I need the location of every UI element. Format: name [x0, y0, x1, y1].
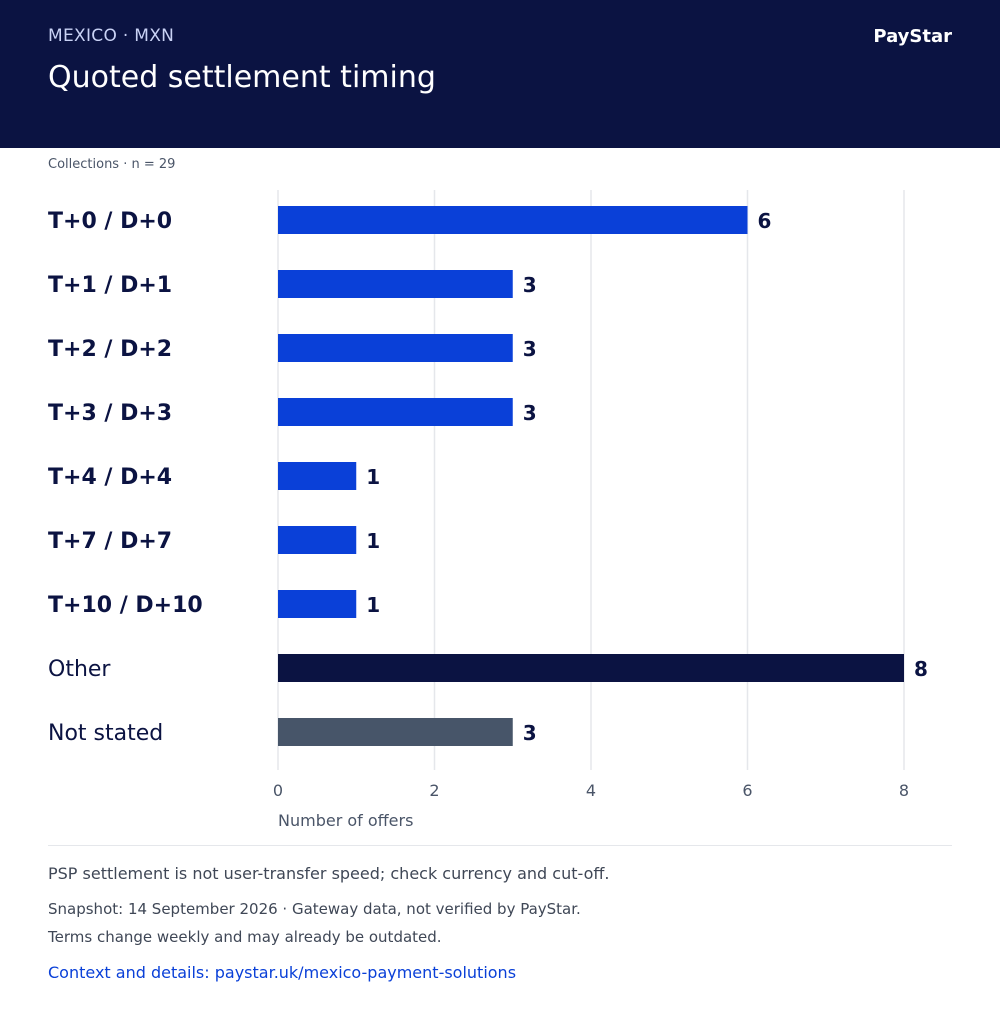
value-label: 1 — [366, 529, 380, 553]
terms-note: Terms change weekly and may already be o… — [48, 928, 442, 946]
x-tick-label: 6 — [742, 781, 752, 800]
value-label: 6 — [758, 209, 772, 233]
bar — [278, 270, 513, 298]
bar — [278, 718, 513, 746]
bar — [278, 334, 513, 362]
bar — [278, 654, 904, 682]
value-label: 3 — [523, 337, 537, 361]
category-label: T+7 / D+7 — [48, 529, 172, 554]
footer-divider — [48, 845, 952, 846]
value-label: 1 — [366, 465, 380, 489]
header-banner: MEXICO · MXN Quoted settlement timing Pa… — [0, 0, 1000, 148]
market-label: MEXICO · MXN — [48, 26, 175, 46]
brand-logo: PayStar — [873, 26, 952, 47]
bar — [278, 590, 357, 618]
bar — [278, 206, 748, 234]
bar — [278, 462, 357, 490]
x-axis-title: Number of offers — [278, 811, 414, 830]
bar — [278, 398, 513, 426]
x-tick-label: 2 — [429, 781, 439, 800]
category-label: T+10 / D+10 — [48, 593, 203, 618]
value-label: 3 — [523, 273, 537, 297]
x-tick-label: 4 — [586, 781, 596, 800]
category-label: T+4 / D+4 — [48, 465, 172, 490]
category-label: Not stated — [48, 721, 163, 746]
category-label: T+1 / D+1 — [48, 273, 172, 298]
category-label: T+3 / D+3 — [48, 401, 172, 426]
snapshot-note: Snapshot: 14 September 2026 · Gateway da… — [48, 900, 581, 918]
chart-subtitle: Collections · n = 29 — [48, 157, 176, 172]
value-label: 3 — [523, 401, 537, 425]
value-label: 3 — [523, 721, 537, 745]
context-link[interactable]: Context and details: paystar.uk/mexico-p… — [48, 963, 517, 982]
settlement-note: PSP settlement is not user-transfer spee… — [48, 864, 610, 883]
x-tick-label: 0 — [273, 781, 283, 800]
category-label: T+2 / D+2 — [48, 337, 172, 362]
category-label: Other — [48, 657, 111, 682]
settlement-timing-chart: T+0 / D+0 6 T+1 / D+1 3 T+2 / D+2 3 T+3 / D+3 3… — [48, 190, 928, 800]
page-title: Quoted settlement timing — [48, 60, 436, 95]
category-label: T+0 / D+0 — [48, 209, 172, 234]
x-tick-label: 8 — [899, 781, 909, 800]
value-label: 8 — [914, 657, 928, 681]
value-label: 1 — [366, 593, 380, 617]
bar — [278, 526, 357, 554]
